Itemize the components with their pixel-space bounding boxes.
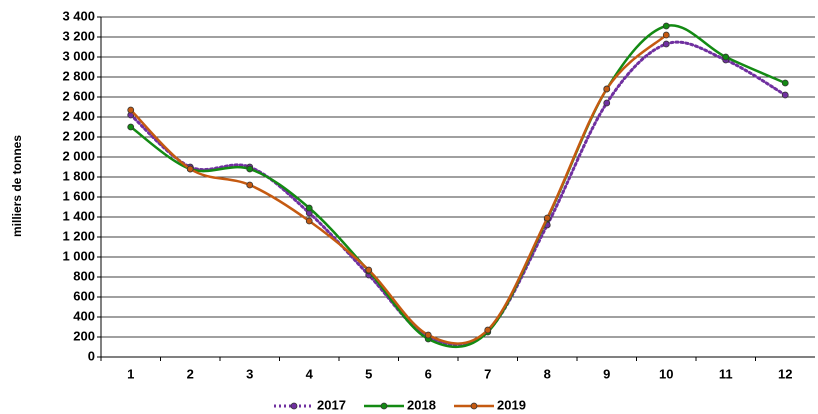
y-tick-label: 3 200 xyxy=(62,28,95,43)
point xyxy=(662,31,670,39)
point xyxy=(603,99,611,107)
point xyxy=(186,165,194,173)
legend-label: 2017 xyxy=(317,397,346,412)
y-tick-label: 2 400 xyxy=(62,108,95,123)
y-tick-label: 2 000 xyxy=(62,148,95,163)
x-tick-label: 8 xyxy=(544,366,551,381)
y-tick-label: 2 600 xyxy=(62,88,95,103)
y-tick-label: 1 800 xyxy=(62,168,95,183)
point xyxy=(305,217,313,225)
point xyxy=(662,22,670,30)
x-tick-label: 4 xyxy=(306,366,314,381)
x-tick-label: 2 xyxy=(187,366,194,381)
point xyxy=(127,123,135,131)
x-tick-label: 1 xyxy=(127,366,134,381)
y-axis-label: milliers de tonnes xyxy=(10,135,24,237)
legend-label: 2019 xyxy=(497,397,526,412)
legend-label: 2018 xyxy=(407,397,436,412)
point xyxy=(543,214,551,222)
series-line xyxy=(129,40,787,346)
x-tick-label: 11 xyxy=(719,366,733,381)
x-tick-label: 5 xyxy=(365,366,372,381)
series-line xyxy=(129,24,787,349)
y-tick-label: 0 xyxy=(88,348,95,363)
x-tick-label: 7 xyxy=(484,366,491,381)
point xyxy=(246,165,254,173)
y-tick-label: 2 200 xyxy=(62,128,95,143)
point xyxy=(484,326,492,334)
legend-marker xyxy=(380,402,388,410)
y-tick-label: 400 xyxy=(73,308,95,323)
y-tick-label: 1 400 xyxy=(62,208,95,223)
point xyxy=(424,331,432,339)
y-tick-label: 3 400 xyxy=(62,8,95,23)
point xyxy=(781,91,789,99)
legend-marker xyxy=(470,402,478,410)
series-line xyxy=(129,33,668,345)
point xyxy=(127,106,135,114)
y-tick-label: 1 600 xyxy=(62,188,95,203)
y-tick-label: 2 800 xyxy=(62,68,95,83)
point xyxy=(305,204,313,212)
x-tick-label: 3 xyxy=(246,366,253,381)
y-tick-label: 800 xyxy=(73,268,95,283)
x-tick-label: 6 xyxy=(425,366,432,381)
x-tick-label: 12 xyxy=(778,366,792,381)
y-tick-label: 600 xyxy=(73,288,95,303)
point xyxy=(246,181,254,189)
point xyxy=(365,266,373,274)
x-tick-label: 10 xyxy=(659,366,673,381)
point xyxy=(662,40,670,48)
x-tick-label: 9 xyxy=(603,366,610,381)
point xyxy=(722,53,730,61)
point xyxy=(603,85,611,93)
y-tick-label: 1 200 xyxy=(62,228,95,243)
legend-marker xyxy=(290,402,298,410)
point xyxy=(781,79,789,87)
y-tick-label: 3 000 xyxy=(62,48,95,63)
y-tick-label: 200 xyxy=(73,328,95,343)
y-tick-label: 1 000 xyxy=(62,248,95,263)
